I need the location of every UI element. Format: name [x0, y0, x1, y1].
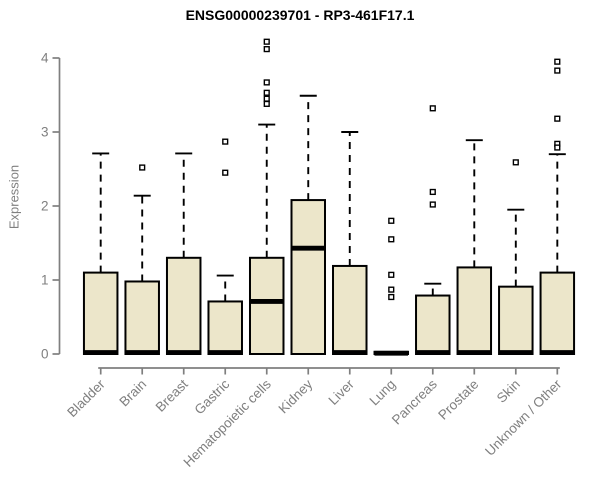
x-tick-label-liver: Liver [326, 376, 358, 408]
outlier-point [388, 293, 395, 301]
box-iqr [332, 264, 368, 355]
outlier-point [263, 79, 270, 86]
outlier-point [222, 169, 229, 176]
boxplot-brain [124, 164, 160, 356]
outlier-point [512, 159, 519, 166]
outlier-point [263, 89, 270, 96]
boxplot-prostate [456, 139, 493, 356]
boxplot-pancreas [415, 105, 451, 356]
box-iqr [124, 280, 160, 356]
boxplot-breast [165, 152, 202, 355]
y-tick-label: 2 [41, 199, 49, 214]
outlier-point [429, 201, 436, 208]
x-tick-label-brain: Brain [116, 377, 149, 410]
boxplot-skin [498, 159, 534, 355]
x-tick-label-unknown-other: Unknown / Other [482, 376, 565, 459]
y-tick-label: 3 [41, 125, 49, 140]
outlier-point [388, 286, 395, 293]
outlier-point [263, 38, 270, 45]
box-iqr [82, 271, 119, 356]
x-tick-label-lung: Lung [367, 377, 399, 409]
outlier-point [263, 100, 270, 107]
outlier-point [263, 46, 270, 53]
outlier-point [139, 164, 146, 171]
x-tick-label-gastric: Gastric [192, 376, 233, 417]
box-iqr [248, 256, 285, 355]
box-iqr [165, 256, 202, 355]
box-iqr [415, 294, 451, 356]
boxplot-lung [373, 217, 410, 356]
x-tick-label-bladder: Bladder [64, 376, 108, 420]
boxplot-hematopoietic-cells [248, 38, 285, 355]
outlier-point [554, 144, 561, 151]
boxplot-gastric [207, 138, 243, 355]
outlier-point [429, 188, 436, 196]
y-tick-label: 1 [41, 273, 49, 288]
outlier-point [554, 58, 561, 65]
x-tick-label-skin: Skin [494, 377, 523, 406]
box-iqr [456, 266, 493, 356]
y-tick-label: 4 [41, 51, 49, 66]
box-iqr [207, 300, 243, 355]
box-iqr [539, 271, 576, 356]
x-tick-label-prostate: Prostate [435, 377, 481, 423]
outlier-point [388, 271, 395, 278]
chart-title: ENSG00000239701 - RP3-461F17.1 [185, 7, 415, 23]
box-iqr [498, 285, 534, 355]
x-tick-label-kidney: Kidney [276, 376, 316, 416]
outlier-point [554, 67, 561, 74]
x-tick-label-pancreas: Pancreas [389, 376, 440, 427]
boxplot-unknown-other [539, 58, 576, 356]
boxplot-kidney [290, 94, 326, 355]
box-iqr [290, 199, 326, 355]
outlier-point [263, 95, 270, 102]
x-tick-label-breast: Breast [153, 376, 191, 414]
boxplot-bladder [82, 152, 119, 356]
outlier-point [388, 236, 395, 243]
outlier-point [222, 138, 229, 145]
outlier-point [388, 217, 395, 224]
boxplot-liver [332, 131, 368, 355]
outlier-point [554, 115, 561, 122]
outlier-point [429, 105, 436, 112]
y-tick-label: 0 [41, 347, 49, 362]
